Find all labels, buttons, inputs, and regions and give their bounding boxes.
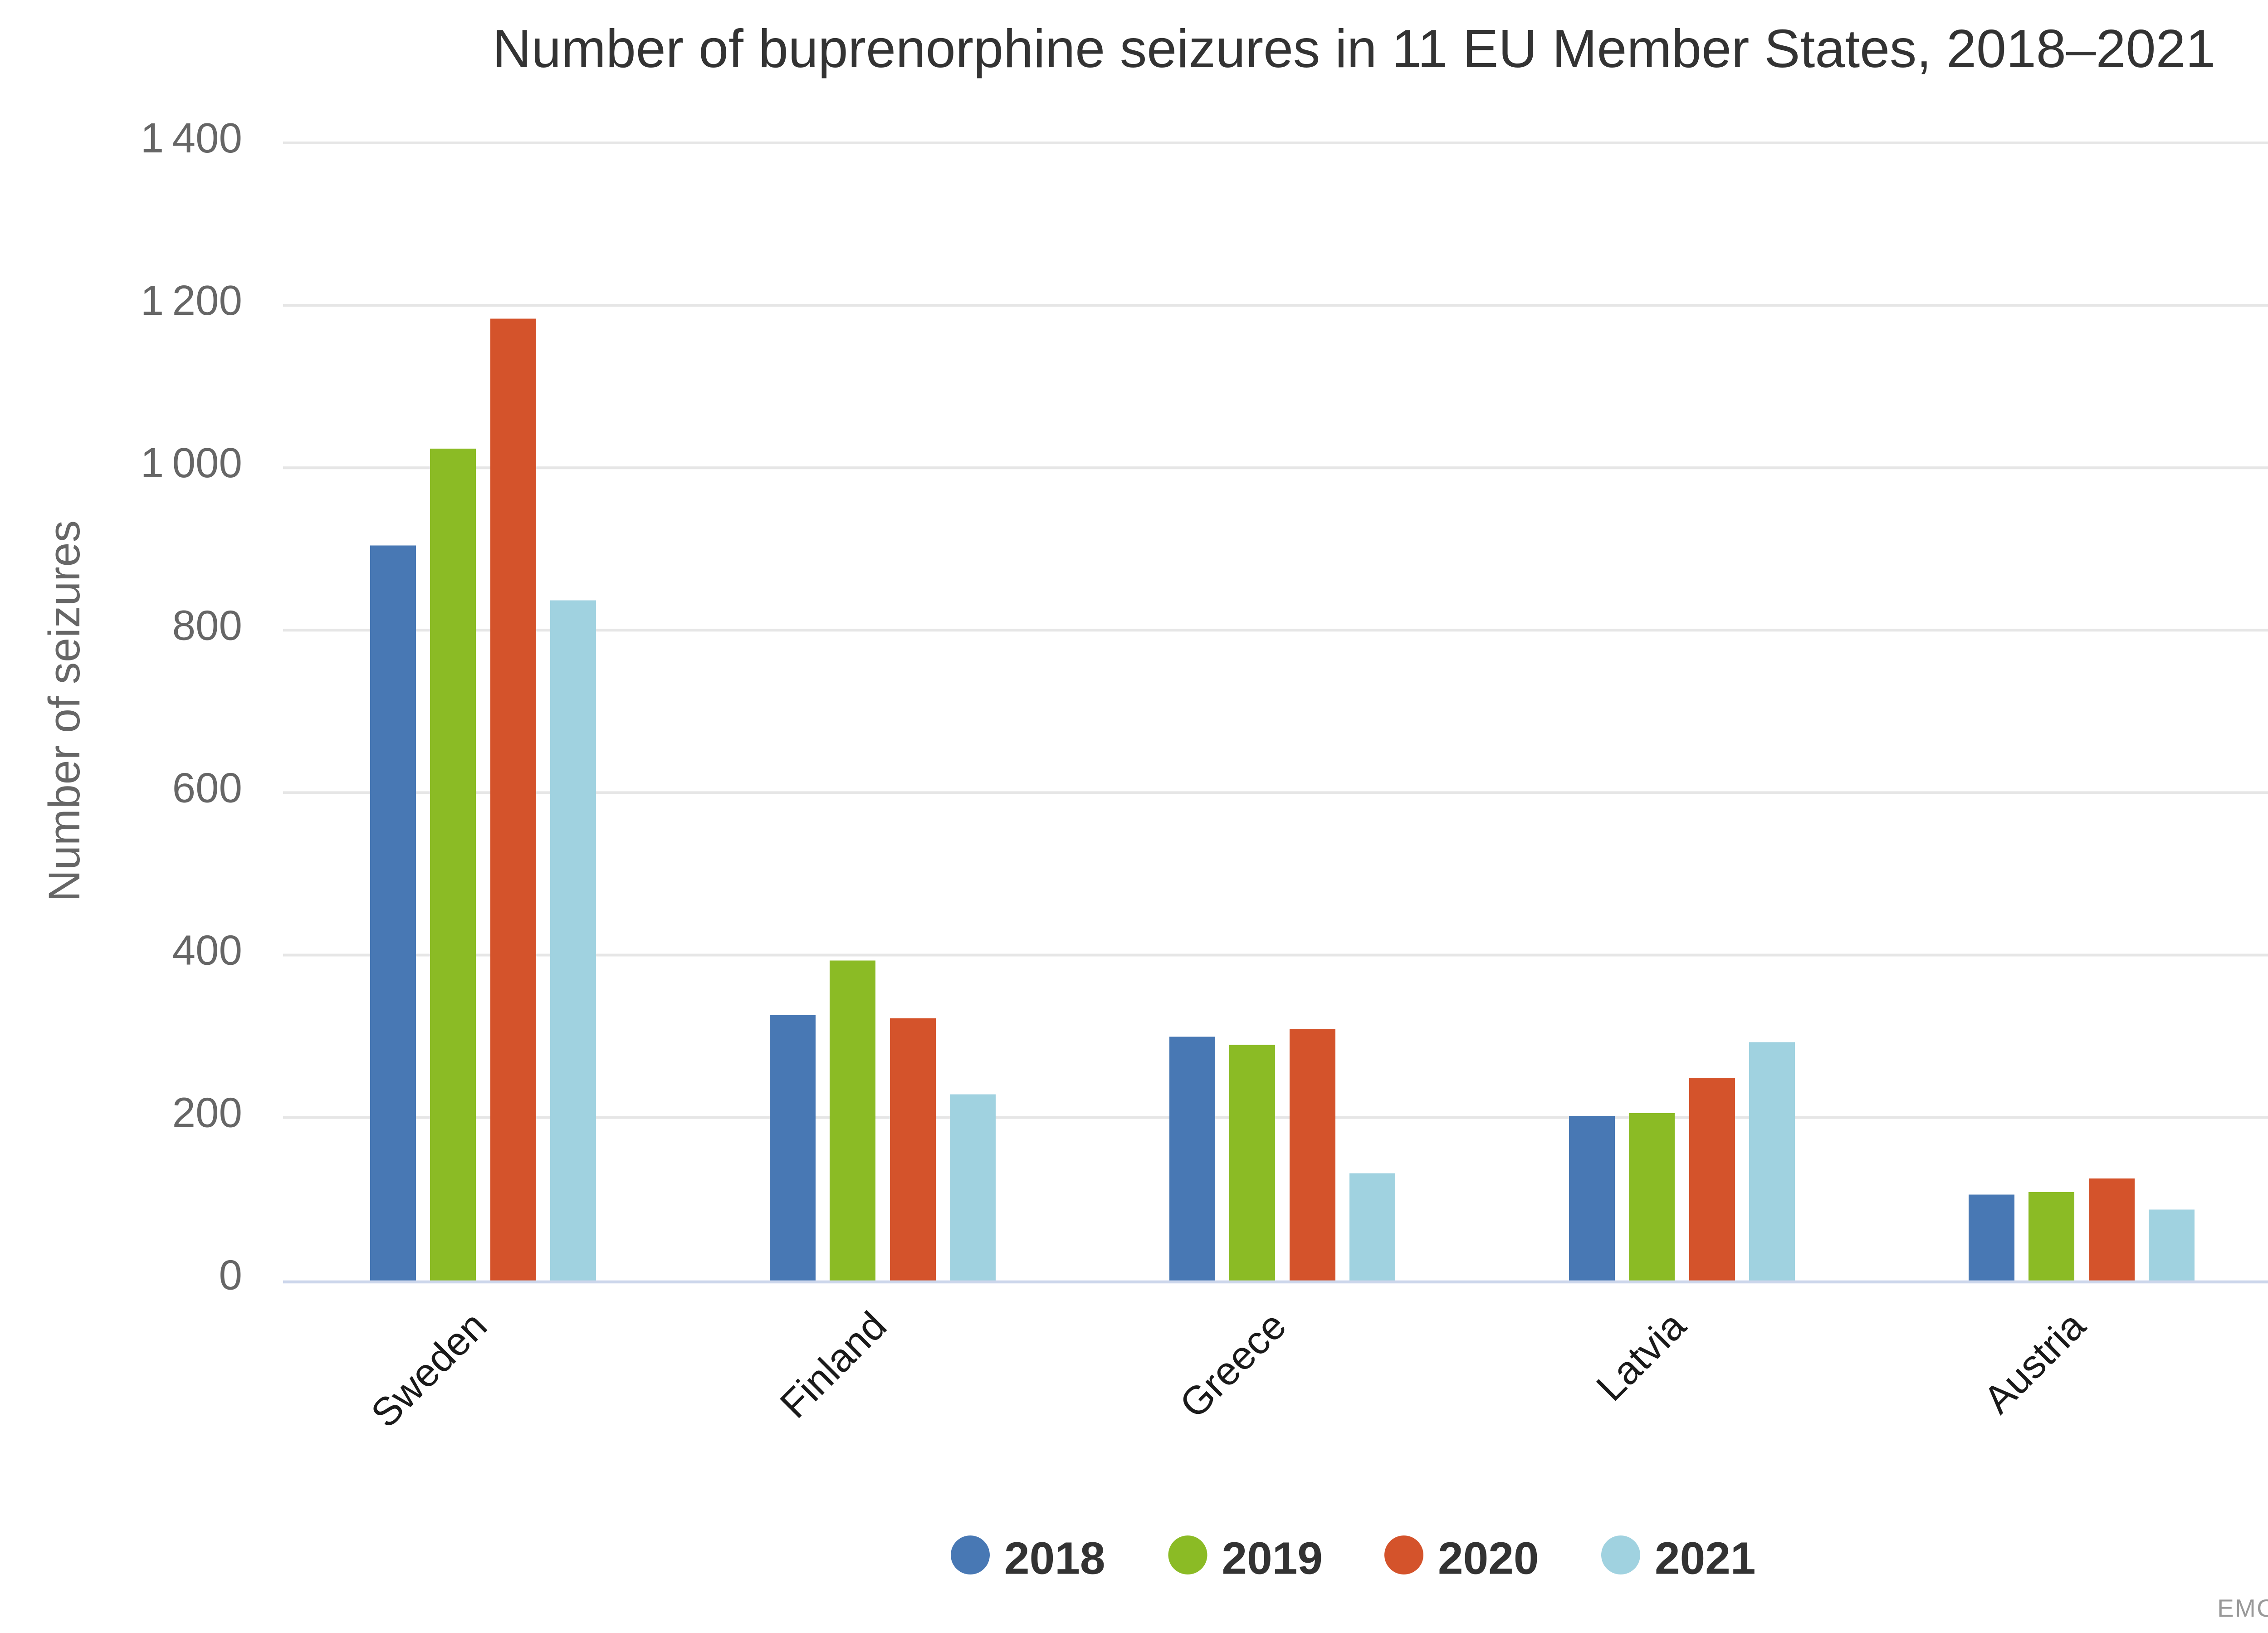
svg-text:200: 200 (172, 1089, 242, 1136)
svg-text:400: 400 (172, 927, 242, 974)
svg-text:2019: 2019 (1222, 1533, 1323, 1584)
svg-text:1 400: 1 400 (141, 114, 242, 161)
svg-text:1 000: 1 000 (141, 439, 242, 486)
svg-text:800: 800 (172, 602, 242, 649)
svg-text:0: 0 (219, 1252, 242, 1299)
svg-text:1 200: 1 200 (141, 277, 242, 324)
svg-text:EMCDDA (data) | Highcharts (ch: EMCDDA (data) | Highcharts (chart tool) (2217, 1594, 2268, 1622)
svg-text:Number of buprenorphine seizur: Number of buprenorphine seizures in 11 E… (493, 19, 2216, 79)
svg-text:2021: 2021 (1655, 1533, 1755, 1584)
svg-text:2018: 2018 (1004, 1533, 1105, 1584)
svg-text:2020: 2020 (1438, 1533, 1539, 1584)
svg-text:600: 600 (172, 764, 242, 812)
svg-text:Number of seizures: Number of seizures (39, 520, 89, 902)
